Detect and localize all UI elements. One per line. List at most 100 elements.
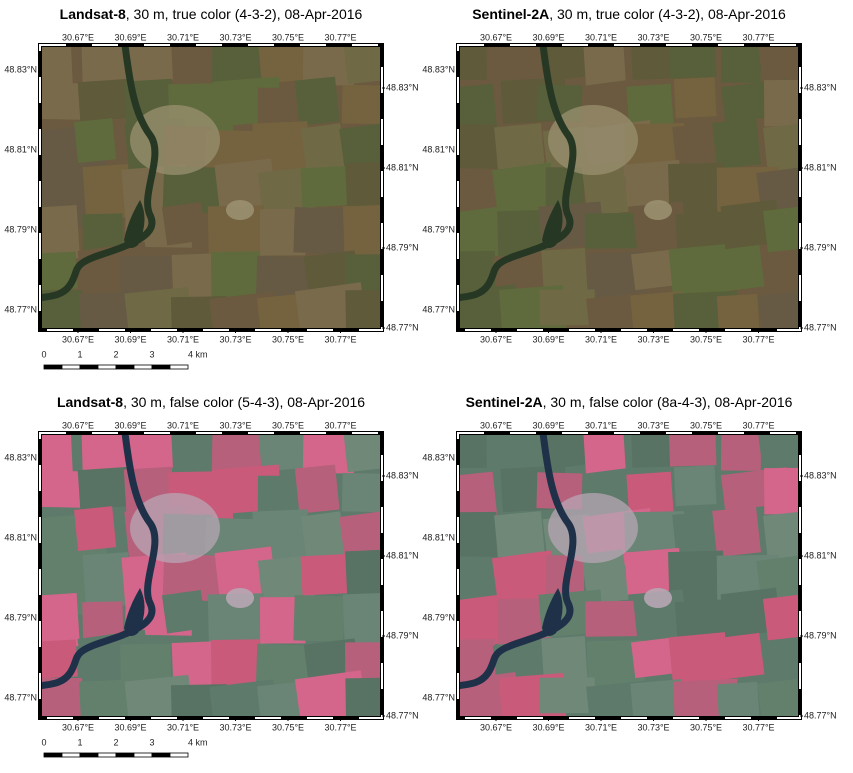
- image-field: [757, 433, 800, 468]
- scale-label: 0: [41, 349, 46, 359]
- lon-label-bottom: 30.67°E: [62, 334, 94, 344]
- lat-label-right: 48.83°N: [804, 82, 837, 92]
- lat-label-right: 48.79°N: [804, 242, 837, 252]
- scale-label: 4 km: [188, 737, 208, 747]
- image-field: [79, 679, 139, 718]
- lon-label-top: 30.71°E: [585, 420, 617, 430]
- image-field: [539, 289, 595, 326]
- image-field: [458, 471, 498, 524]
- lon-label-bottom: 30.77°E: [324, 334, 356, 344]
- image-field: [345, 548, 382, 596]
- image-field: [757, 678, 800, 718]
- scale-segment: [43, 752, 63, 758]
- lat-label-left: 48.77°N: [422, 304, 455, 314]
- lat-label-right: 48.81°N: [386, 162, 419, 172]
- lon-label-bottom: 30.69°E: [114, 722, 146, 732]
- lon-label-bottom: 30.75°E: [272, 334, 304, 344]
- title-caption: , 30 m, false color (5-4-3), 08-Apr-2016: [123, 394, 365, 410]
- image-field: [494, 511, 546, 561]
- map-panel: Sentinel-2A, 30 m, true color (4-3-2), 0…: [422, 6, 837, 345]
- scale-segment: [97, 364, 117, 370]
- image-field: [712, 506, 761, 558]
- river: [124, 200, 145, 249]
- image-field: [631, 637, 677, 679]
- image-field: [302, 433, 355, 474]
- satellite-image: [458, 433, 800, 718]
- scale-segment: [133, 364, 153, 370]
- lon-label-bottom: 30.73°E: [637, 334, 669, 344]
- scale-label: 3: [149, 737, 154, 747]
- lon-label-top: 30.73°E: [637, 420, 669, 430]
- image-field: [120, 643, 171, 682]
- image-field: [300, 165, 354, 208]
- title-sensor: Sentinel-2A: [466, 394, 543, 410]
- image-field: [720, 434, 762, 471]
- lon-label-top: 30.77°E: [742, 420, 774, 430]
- lat-label-left: 48.79°N: [4, 612, 37, 622]
- lon-label-top: 30.67°E: [480, 420, 512, 430]
- image-field: [82, 551, 132, 609]
- image-field: [40, 290, 83, 330]
- scale-label: 3: [149, 349, 154, 359]
- lon-label-bottom: 30.69°E: [532, 334, 564, 344]
- image-field: [40, 639, 78, 679]
- town: [548, 105, 638, 175]
- panel-title: Sentinel-2A, 30 m, false color (8a-4-3),…: [466, 394, 793, 410]
- river: [542, 588, 563, 637]
- lat-label-right: 48.79°N: [386, 630, 419, 640]
- lat-label-right: 48.77°N: [804, 710, 837, 720]
- image-field: [120, 255, 171, 294]
- river: [458, 433, 577, 690]
- scale-label: 1: [77, 349, 82, 359]
- lon-label-bottom: 30.73°E: [637, 722, 669, 732]
- image-field: [74, 506, 117, 551]
- lon-label-top: 30.67°E: [480, 32, 512, 42]
- lon-label-bottom: 30.71°E: [585, 722, 617, 732]
- image-field: [585, 212, 643, 249]
- image-field: [458, 83, 498, 136]
- map-frame-dash: [39, 432, 383, 719]
- lon-label-top: 30.71°E: [167, 420, 199, 430]
- image-field: [583, 433, 627, 479]
- scale-label: 2: [113, 349, 118, 359]
- image-field: [257, 433, 311, 472]
- image-field: [345, 677, 382, 718]
- image-field: [40, 45, 74, 98]
- lon-label-top: 30.75°E: [690, 420, 722, 430]
- town: [644, 200, 672, 220]
- image-field: [668, 433, 717, 467]
- river: [40, 45, 159, 302]
- image-field: [716, 681, 760, 718]
- lon-label-top: 30.77°E: [742, 32, 774, 42]
- lat-label-right: 48.77°N: [386, 322, 419, 332]
- image-field: [300, 553, 354, 596]
- title-sensor: Sentinel-2A: [472, 6, 549, 22]
- image-field: [757, 45, 800, 80]
- map-frame-dash: [39, 44, 383, 331]
- lat-label-right: 48.79°N: [804, 630, 837, 640]
- image-field: [764, 79, 800, 127]
- image-field: [343, 45, 382, 85]
- lat-label-left: 48.77°N: [4, 692, 37, 702]
- lon-label-top: 30.67°E: [62, 420, 94, 430]
- lat-label-right: 48.81°N: [804, 162, 837, 172]
- lat-label-right: 48.83°N: [804, 470, 837, 480]
- image-field: [210, 251, 260, 298]
- lon-label-top: 30.67°E: [62, 32, 94, 42]
- image-field: [341, 472, 382, 513]
- lon-label-bottom: 30.75°E: [690, 722, 722, 732]
- scale-label: 0: [41, 737, 46, 747]
- image-field: [82, 163, 132, 221]
- image-field: [624, 511, 685, 553]
- lat-label-left: 48.83°N: [4, 452, 37, 462]
- image-field: [715, 632, 765, 680]
- scale-segment: [133, 752, 153, 758]
- image-field: [162, 553, 224, 602]
- image-field: [79, 291, 139, 330]
- image-field: [74, 118, 117, 163]
- lon-label-top: 30.69°E: [532, 420, 564, 430]
- scale-segment: [115, 364, 135, 370]
- image-field: [586, 639, 646, 694]
- image-field: [631, 249, 677, 291]
